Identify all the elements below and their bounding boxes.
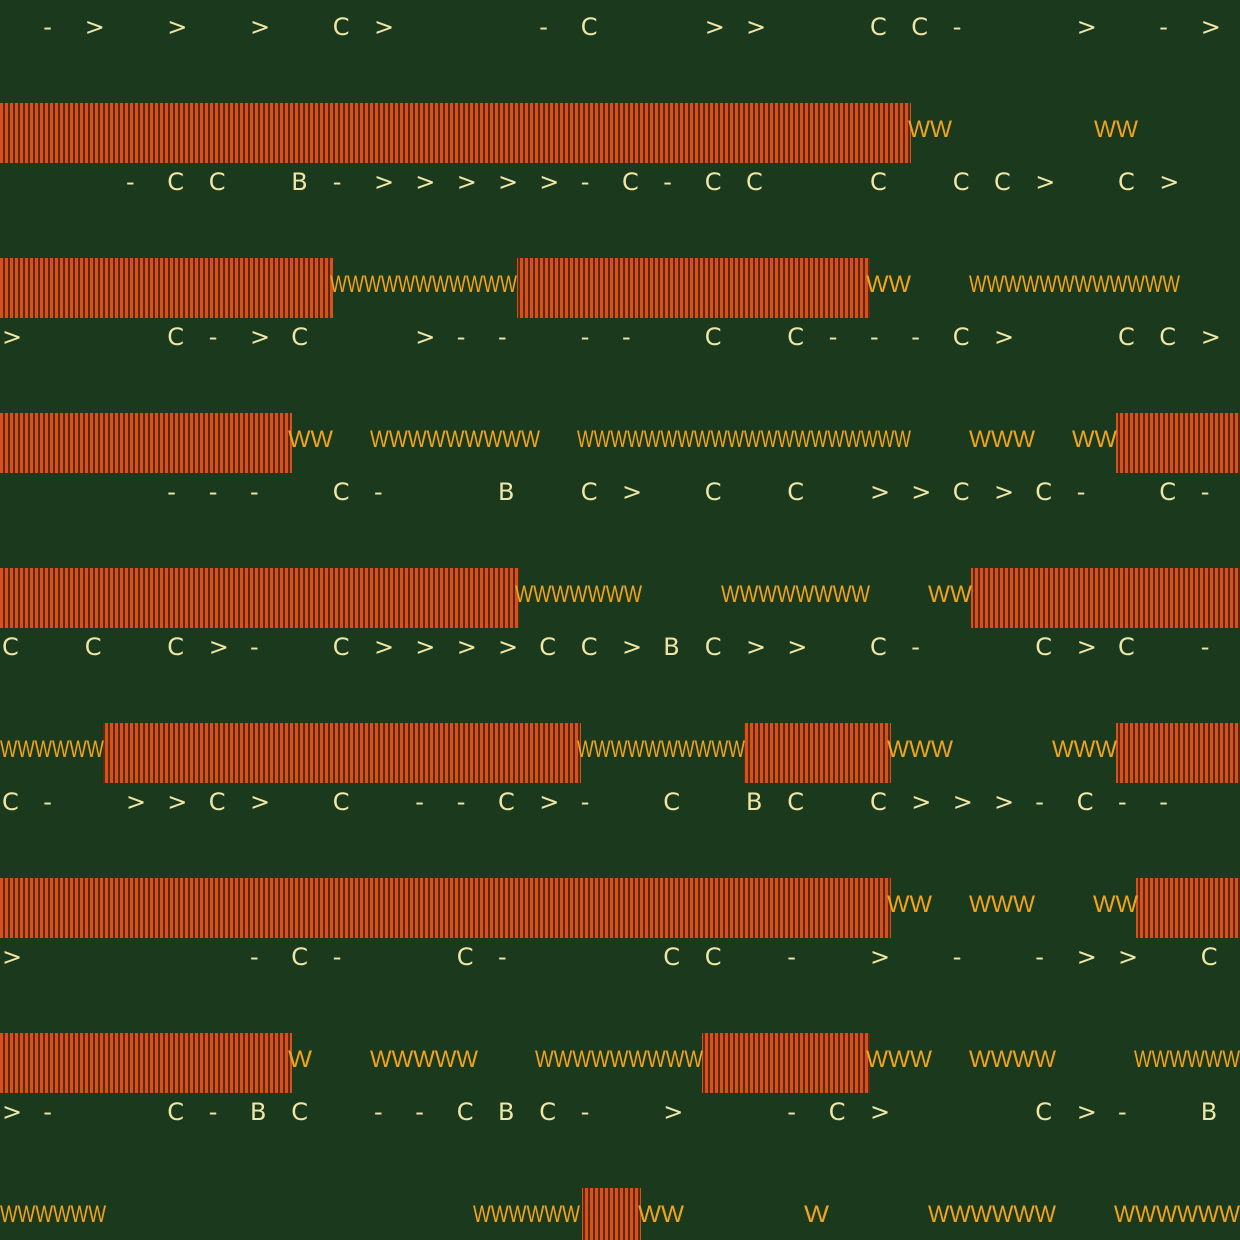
striped-block (0, 1033, 292, 1093)
zigzag-text: W (288, 1046, 312, 1073)
zigzag-text: WWWWWWWW (721, 581, 870, 608)
zigzag-text: WW (1094, 116, 1138, 143)
striped-block (0, 878, 891, 938)
zigzag-text: WWWWWW (928, 1201, 1056, 1228)
zigzag-text: WWWWW (370, 1046, 478, 1073)
zigzag-text: WWWW (969, 1046, 1056, 1073)
zigzag-text: WWWWWW (0, 1201, 106, 1228)
striped-block (0, 568, 519, 628)
striped-block (103, 723, 581, 783)
zigzag-text: WWW (1052, 736, 1117, 763)
zigzag-text: WW (908, 116, 952, 143)
striped-block (1136, 878, 1240, 938)
striped-block (0, 413, 292, 473)
zigzag-text: WWW (887, 736, 953, 763)
zigzag-text: WW (866, 271, 911, 298)
zigzag-text: WWWWWW (0, 736, 104, 763)
zigzag-text: WW (887, 891, 932, 918)
zigzag-text: WW (638, 1201, 684, 1228)
striped-block (0, 103, 911, 163)
striped-block (517, 258, 870, 318)
zigzag-text: WWWWWWWWWWWW (969, 271, 1180, 298)
zigzag-text: WWWWWW (1134, 1046, 1240, 1073)
zigzag-text: WWWWWWW (515, 581, 642, 608)
zigzag-text: WWWWWWWWWW (577, 736, 745, 763)
zigzag-text: WWWWWW (1114, 1201, 1240, 1228)
zigzag-text: WWWWWWWWWWW (330, 271, 517, 298)
zigzag-text: W (804, 1201, 829, 1228)
zigzag-text: WWWWWWWWWWWWWWWWWWWW (577, 426, 911, 453)
zigzag-text: WWWWWWWWW (535, 1046, 703, 1073)
zigzag-text: WWW (969, 426, 1035, 453)
zigzag-text: WWW (866, 1046, 932, 1073)
striped-block (582, 1188, 641, 1240)
striped-block (744, 723, 891, 783)
striped-block (971, 568, 1240, 628)
striped-block (702, 1033, 870, 1093)
zigzag-text: WW (1072, 426, 1117, 453)
zigzag-text: WW (288, 426, 333, 453)
zigzag-text: WWWWWWWWW (370, 426, 540, 453)
striped-block (1116, 723, 1240, 783)
striped-block (1116, 413, 1240, 473)
striped-block (0, 258, 333, 318)
zigzag-text: WW (928, 581, 972, 608)
zigzag-text: WW (1093, 891, 1138, 918)
zigzag-text: WWW (969, 891, 1035, 918)
zigzag-text: WWWWWW (473, 1201, 580, 1228)
